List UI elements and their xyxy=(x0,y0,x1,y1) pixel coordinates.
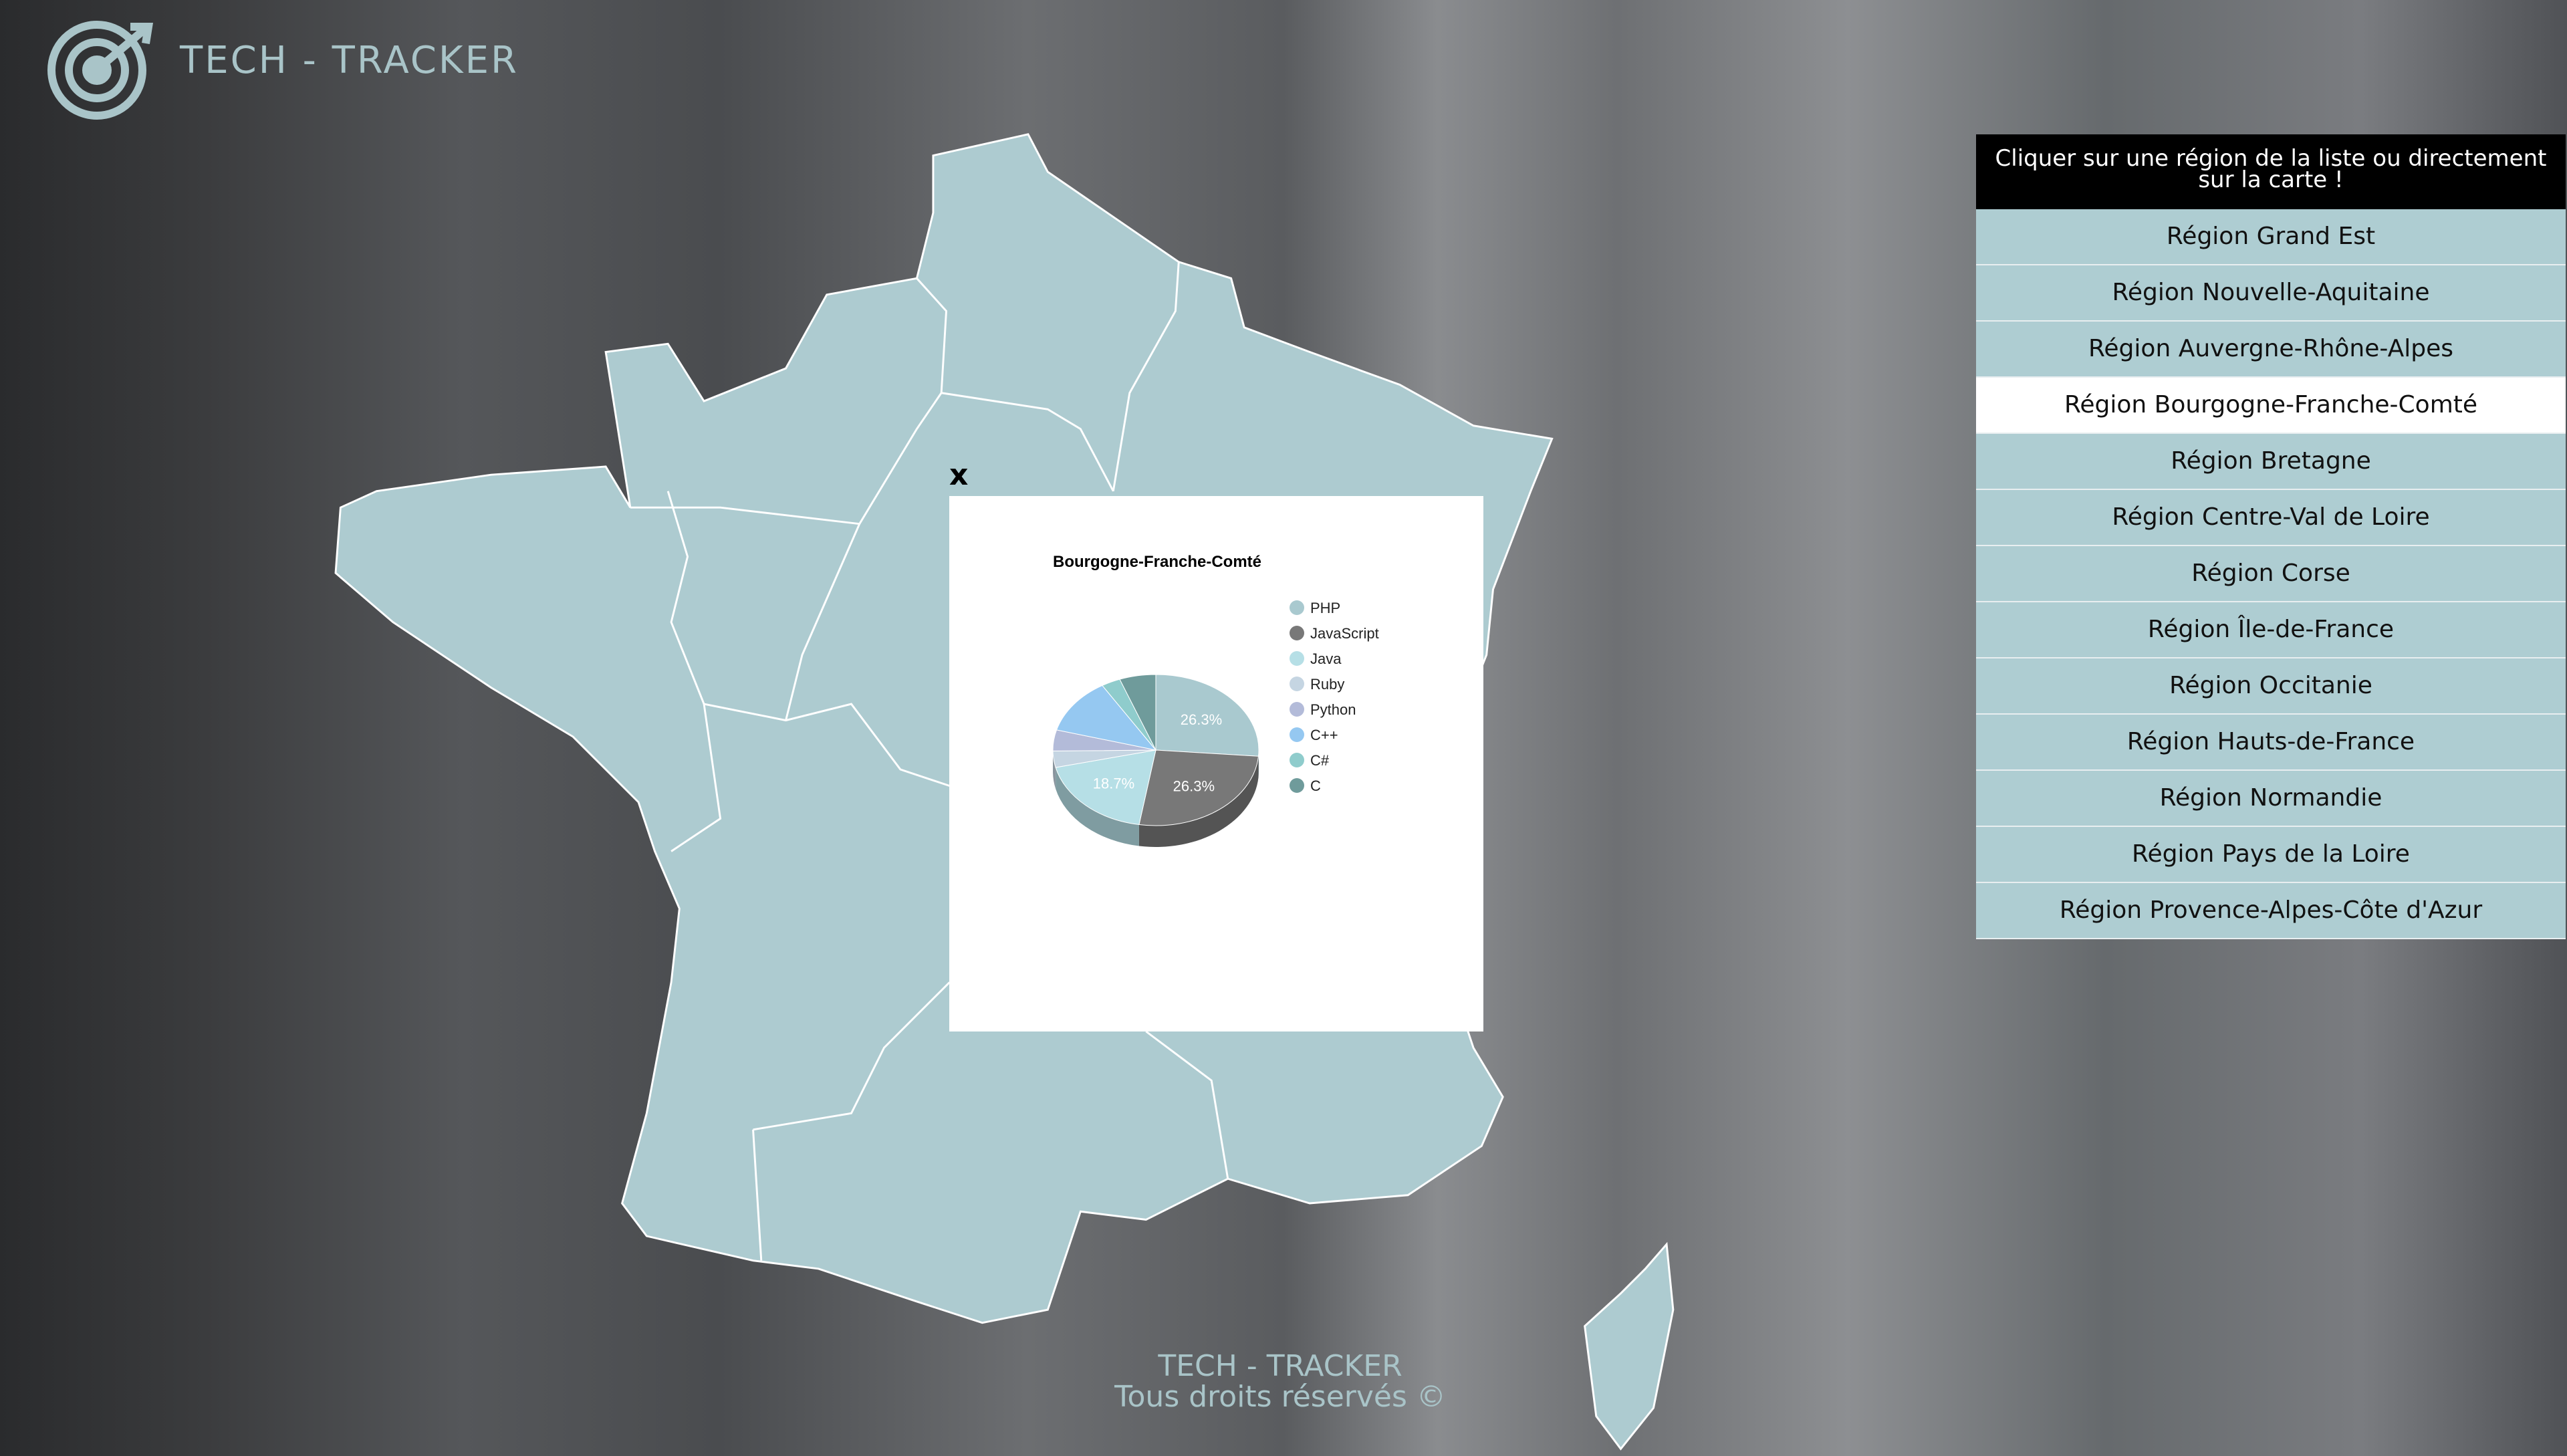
legend-label: PHP xyxy=(1310,600,1340,616)
logo xyxy=(47,21,154,120)
chart-popup: Bourgogne-Franche-Comté 26.3% PHP 26.3% Jav… xyxy=(949,496,1483,1032)
legend-swatch xyxy=(1290,702,1304,717)
chart-title: Bourgogne-Franche-Comté xyxy=(1053,553,1261,571)
legend-swatch xyxy=(1290,778,1304,793)
region-item[interactable]: Région Pays de la Loire xyxy=(1976,827,2566,883)
region-item[interactable]: Région Hauts-de-France xyxy=(1976,715,2566,771)
legend-swatch xyxy=(1290,626,1304,640)
region-item[interactable]: Région Normandie xyxy=(1976,771,2566,827)
legend-label: C++ xyxy=(1310,727,1338,743)
legend-swatch xyxy=(1290,651,1304,666)
region-item[interactable]: Région Bourgogne-Franche-Comté xyxy=(1976,378,2566,434)
legend-swatch xyxy=(1290,727,1304,742)
legend-swatch xyxy=(1290,600,1304,615)
pie-slice xyxy=(1119,674,1156,751)
legend-label: C# xyxy=(1310,752,1330,769)
region-borders xyxy=(630,261,1229,1261)
legend-swatch xyxy=(1290,677,1304,691)
region-item[interactable]: Région Corse xyxy=(1976,546,2566,602)
region-item[interactable]: Région Bretagne xyxy=(1976,434,2566,490)
pie-slice-side xyxy=(1138,756,1259,847)
region-item[interactable]: Région Grand Est xyxy=(1976,209,2566,265)
legend-swatch xyxy=(1290,753,1304,767)
data-label: 26.3% xyxy=(1181,711,1222,728)
footer-title: TECH - TRACKER xyxy=(1158,1349,1402,1383)
region-item[interactable]: Région Provence-Alpes-Côte d'Azur xyxy=(1976,883,2566,939)
app-title: TECH - TRACKER xyxy=(180,39,519,82)
region-item[interactable]: Région Nouvelle-Aquitaine xyxy=(1976,265,2566,322)
pie-slice xyxy=(1138,749,1259,826)
instruction: Cliquer sur une région de la liste ou di… xyxy=(1976,134,2566,209)
close-button[interactable]: x xyxy=(949,458,969,492)
region-panel: Cliquer sur une région de la liste ou di… xyxy=(1976,134,2566,939)
data-label: 18.7% xyxy=(1093,775,1134,792)
chart: Bourgogne-Franche-Comté 26.3% PHP 26.3% Jav… xyxy=(1052,553,1379,847)
legend-label: C xyxy=(1310,777,1321,794)
legend-label: Python xyxy=(1310,701,1356,718)
legend-label: Java xyxy=(1310,650,1342,667)
footer-rights: Tous droits réservés © xyxy=(1114,1380,1446,1414)
pie-slice xyxy=(1155,674,1259,757)
legend-label: Ruby xyxy=(1310,676,1344,693)
pie-slice xyxy=(1055,749,1156,826)
region-item[interactable]: Région Île-de-France xyxy=(1976,602,2566,658)
corsica[interactable] xyxy=(1584,1241,1675,1451)
pie-slice xyxy=(1056,685,1157,751)
region-item[interactable]: Région Occitanie xyxy=(1976,658,2566,715)
data-label: 26.3% xyxy=(1173,777,1215,794)
legend-label: JavaScript xyxy=(1310,625,1379,642)
pie-slice-side xyxy=(1056,767,1139,846)
region-item[interactable]: Région Auvergne-Rhône-Alpes xyxy=(1976,322,2566,378)
region-item[interactable]: Région Centre-Val de Loire xyxy=(1976,490,2566,546)
